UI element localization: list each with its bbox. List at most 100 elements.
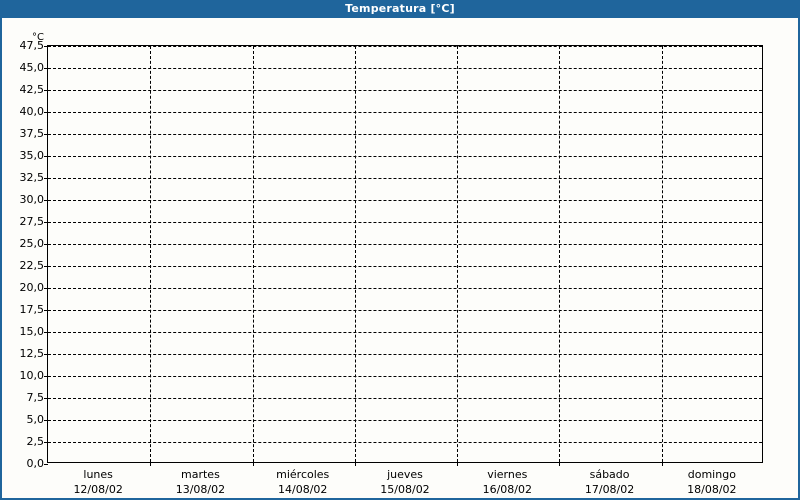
gridline-vertical: [457, 46, 459, 462]
x-axis-day-name: domingo: [687, 468, 736, 481]
x-axis-tick-label: lunes 12/08/02: [47, 467, 149, 497]
gridline-horizontal: [48, 310, 762, 311]
x-axis-tick-label: viernes 16/08/02: [456, 467, 558, 497]
y-axis-tick-mark: [44, 332, 48, 333]
x-axis-date: 12/08/02: [73, 483, 123, 496]
x-axis-tick-labels: lunes 12/08/02 martes 13/08/02 miércoles 14/0…: [47, 467, 763, 501]
x-axis-date: 18/08/02: [687, 483, 737, 496]
chart-frame: °C 0,0 2,5 5,0 7,5 10,0 12,5 15,0 17,5 20,0 22,5 2…: [0, 17, 800, 500]
y-axis-tick-label: 15,0: [19, 325, 45, 338]
gridline-horizontal: [48, 156, 762, 157]
y-axis-tick-mark: [44, 266, 48, 267]
y-axis-tick-mark: [44, 464, 48, 465]
y-axis-tick-label: 47,5: [19, 39, 45, 52]
x-axis-day-name: jueves: [387, 468, 423, 481]
y-axis-tick-label: 30,0: [19, 193, 45, 206]
y-axis-tick-mark: [44, 46, 48, 47]
x-axis-tick-mark: [457, 462, 459, 466]
y-axis-tick-mark: [44, 222, 48, 223]
x-axis-day-name: martes: [181, 468, 220, 481]
x-axis-tick-mark: [559, 462, 561, 466]
gridline-horizontal: [48, 90, 762, 91]
x-axis-tick-label: sábado 17/08/02: [558, 467, 660, 497]
chart-canvas: °C 0,0 2,5 5,0 7,5 10,0 12,5 15,0 17,5 20,0 22,5 2…: [2, 18, 798, 498]
y-axis-tick-mark: [44, 288, 48, 289]
gridline-horizontal: [48, 354, 762, 355]
x-axis-date: 16/08/02: [482, 483, 532, 496]
y-axis-tick-mark: [44, 442, 48, 443]
gridline-vertical: [661, 46, 663, 462]
y-axis-tick-mark: [44, 68, 48, 69]
x-axis-tick-label: domingo 18/08/02: [661, 467, 763, 497]
y-axis-tick-label: 17,5: [19, 303, 45, 316]
gridline-horizontal: [48, 244, 762, 245]
x-axis-tick-label: martes 13/08/02: [149, 467, 251, 497]
gridline-horizontal: [48, 420, 762, 421]
x-axis-tick-mark: [252, 462, 254, 466]
x-axis-date: 17/08/02: [584, 483, 635, 496]
x-axis-date: 13/08/02: [175, 483, 226, 496]
x-axis-tick-mark: [150, 462, 152, 466]
y-axis-tick-label: 42,5: [19, 83, 45, 96]
gridline-horizontal: [48, 68, 762, 69]
y-axis-tick-labels: 0,0 2,5 5,0 7,5 10,0 12,5 15,0 17,5 20,0 22,5 25,0…: [2, 40, 45, 469]
x-axis-date: 14/08/02: [278, 483, 328, 496]
window-title-bar: Temperatura [°C]: [0, 0, 800, 17]
gridline-horizontal: [48, 442, 762, 443]
gridline-horizontal: [48, 46, 762, 47]
y-axis-unit-label: °C: [32, 32, 44, 43]
y-axis-tick-label: 37,5: [19, 127, 45, 140]
y-axis-tick-mark: [44, 398, 48, 399]
y-axis-tick-mark: [44, 420, 48, 421]
gridline-horizontal: [48, 376, 762, 377]
gridline-horizontal: [48, 178, 762, 179]
x-axis-tick-label: jueves 15/08/02: [354, 467, 456, 497]
x-axis-tick-label: miércoles 14/08/02: [252, 467, 354, 497]
y-axis-tick-mark: [44, 376, 48, 377]
gridline-vertical: [559, 46, 561, 462]
y-axis-tick-label: 35,0: [19, 149, 45, 162]
gridline-vertical: [354, 46, 356, 462]
x-axis-date: 15/08/02: [380, 483, 430, 496]
y-axis-tick-label: 12,5: [19, 347, 45, 360]
y-axis-tick-label: 25,0: [19, 237, 45, 250]
gridline-horizontal: [48, 112, 762, 113]
y-axis-tick-mark: [44, 244, 48, 245]
y-axis-tick-mark: [44, 156, 48, 157]
page-title: Temperatura [°C]: [345, 2, 455, 15]
x-axis-day-name: lunes: [83, 468, 113, 481]
gridline-vertical: [252, 46, 254, 462]
y-axis-tick-mark: [44, 310, 48, 311]
y-axis-tick-mark: [44, 178, 48, 179]
y-axis-tick-mark: [44, 200, 48, 201]
gridline-horizontal: [48, 332, 762, 333]
plot-area: [44, 45, 763, 466]
gridline-horizontal: [48, 200, 762, 201]
gridline-horizontal: [48, 398, 762, 399]
x-axis-tick-mark: [661, 462, 663, 466]
x-axis-day-name: viernes: [487, 468, 528, 481]
y-axis-tick-label: 0,0: [26, 457, 45, 470]
y-axis-tick-label: 10,0: [19, 369, 45, 382]
x-axis-day-name: sábado: [589, 468, 630, 481]
y-axis-tick-mark: [44, 134, 48, 135]
gridline-horizontal: [48, 222, 762, 223]
y-axis-tick-label: 27,5: [19, 215, 45, 228]
y-axis-tick-mark: [44, 354, 48, 355]
y-axis-tick-mark: [44, 90, 48, 91]
gridline-horizontal: [48, 288, 762, 289]
x-axis-day-name: miércoles: [276, 468, 330, 481]
gridline-vertical: [150, 46, 152, 462]
y-axis-tick-label: 2,5: [26, 435, 45, 448]
gridline-horizontal: [48, 134, 762, 135]
y-axis-tick-label: 40,0: [19, 105, 45, 118]
y-axis-tick-label: 5,0: [26, 413, 45, 426]
y-axis-tick-label: 32,5: [19, 171, 45, 184]
y-axis-tick-label: 20,0: [19, 281, 45, 294]
y-axis-tick-label: 45,0: [19, 61, 45, 74]
y-axis-tick-label: 22,5: [19, 259, 45, 272]
y-axis-tick-mark: [44, 112, 48, 113]
x-axis-tick-mark: [354, 462, 356, 466]
y-axis-tick-label: 7,5: [26, 391, 45, 404]
